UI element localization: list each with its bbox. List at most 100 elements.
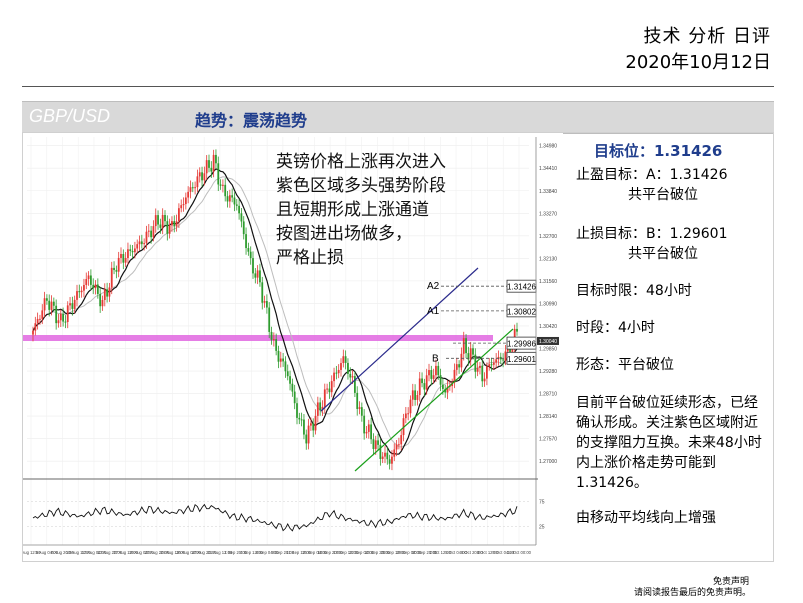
candle-body <box>446 386 449 393</box>
level-label: 1.30802 <box>507 307 536 316</box>
candle-body <box>425 375 428 390</box>
candle-body <box>275 339 278 351</box>
candle-body <box>212 154 215 172</box>
candle-body <box>208 160 210 168</box>
candle-body <box>282 358 285 362</box>
level-name: B <box>432 353 439 364</box>
report-title: 技术 分析 日评 <box>643 26 771 47</box>
candle-body <box>418 378 421 396</box>
candle-body <box>395 444 398 450</box>
content-panel <box>22 132 774 562</box>
annotation-line: 英镑价格上涨再次进入 <box>276 152 446 172</box>
candle-body <box>210 167 213 172</box>
candle-body <box>89 275 92 285</box>
candle-body <box>479 365 481 368</box>
candle-body <box>108 287 111 297</box>
candle-body <box>307 425 310 444</box>
candle-body <box>326 388 329 390</box>
candle-body <box>136 244 139 249</box>
candle-body <box>499 356 502 360</box>
candle-body <box>407 413 410 415</box>
candles <box>32 149 518 471</box>
candle-body <box>476 367 479 372</box>
candle-body <box>194 187 197 189</box>
candle-body <box>365 431 368 434</box>
candle-body <box>159 224 162 228</box>
candle-body <box>314 415 317 431</box>
candle-body <box>298 417 301 420</box>
candle-body <box>272 339 275 341</box>
candle-body <box>129 249 132 252</box>
candle-body <box>36 318 39 324</box>
candle-body <box>303 419 305 435</box>
candle-body <box>62 313 65 322</box>
x-tick-label: 12 Oct 00:00 <box>507 550 532 555</box>
take-profit-note: 共平台破位 <box>628 187 698 203</box>
x-tick-label: 29 Sep 04:00 <box>396 550 422 555</box>
y-tick-label: 1.32130 <box>539 256 557 262</box>
candle-body <box>127 249 129 259</box>
candle-body <box>180 205 183 209</box>
candle-body <box>152 226 155 238</box>
candle-body <box>245 234 247 249</box>
x-tick-label: 8 Sep 04:00 <box>256 550 279 555</box>
title-band <box>22 101 774 134</box>
candle-body <box>32 330 34 335</box>
timeframe: 时段：4小时 <box>576 320 655 336</box>
candle-body <box>483 378 486 382</box>
x-tick-label: 18 Sep 12:00 <box>333 550 359 555</box>
price-chart: 1.31426 A2 1.30802 A1 1.29986 1.29601 B 1.3498… <box>23 133 563 559</box>
candle-body <box>347 362 349 374</box>
candle-body <box>166 221 169 234</box>
candle-body <box>349 373 352 378</box>
candle-body <box>59 313 62 321</box>
x-tick-label: 25 Sep 12:00 <box>381 550 407 555</box>
candle-body <box>506 347 509 352</box>
candle-body <box>157 215 159 225</box>
y-tick-label: 1.29850 <box>539 346 557 352</box>
candle-body <box>215 154 217 164</box>
ma-note: 由移动平均线向上增强 <box>576 510 716 526</box>
candle-body <box>261 282 264 303</box>
candle-body <box>226 196 229 202</box>
candle-body <box>321 406 324 411</box>
candle-body <box>428 370 430 376</box>
candle-body <box>39 318 41 320</box>
x-tick-label: 8 Oct 12:00 <box>477 550 499 555</box>
x-tick-label: 4 Sep 12:00 <box>240 550 263 555</box>
analysis-line-2: 确认形成。关注紫色区域附近 <box>576 415 758 431</box>
candle-body <box>430 370 433 379</box>
candle-body <box>421 378 423 384</box>
candle-body <box>370 424 373 440</box>
candle-body <box>319 402 322 411</box>
x-tick-label: 22 Sep 04:00 <box>349 550 375 555</box>
candle-body <box>416 395 419 400</box>
candle-body <box>289 376 291 384</box>
candle-body <box>120 253 122 258</box>
candle-body <box>238 205 241 214</box>
candle-body <box>177 208 180 222</box>
level-label: 1.29601 <box>507 355 536 364</box>
x-tick-label: 31 Aug 12:00 <box>208 550 233 555</box>
candle-body <box>360 407 363 416</box>
candle-body <box>404 413 407 419</box>
x-tick-label: 5 Aug 04:00 <box>36 550 59 555</box>
candle-body <box>328 388 331 393</box>
candle-body <box>455 364 458 370</box>
candle-body <box>233 197 236 205</box>
candle-body <box>490 364 493 366</box>
candle-body <box>409 399 412 414</box>
x-tick-label: 23 Sep 20:00 <box>365 550 391 555</box>
candle-body <box>312 423 315 431</box>
candle-body <box>485 366 488 379</box>
candle-body <box>117 257 120 272</box>
candle-body <box>439 375 442 385</box>
candle-body <box>43 298 46 311</box>
candle-body <box>242 221 245 235</box>
candle-body <box>221 184 224 186</box>
y-tick-label: 1.34410 <box>539 166 557 172</box>
candle-body <box>330 381 333 393</box>
candle-body <box>96 284 99 294</box>
candle-body <box>372 439 375 449</box>
candle-body <box>161 214 164 228</box>
